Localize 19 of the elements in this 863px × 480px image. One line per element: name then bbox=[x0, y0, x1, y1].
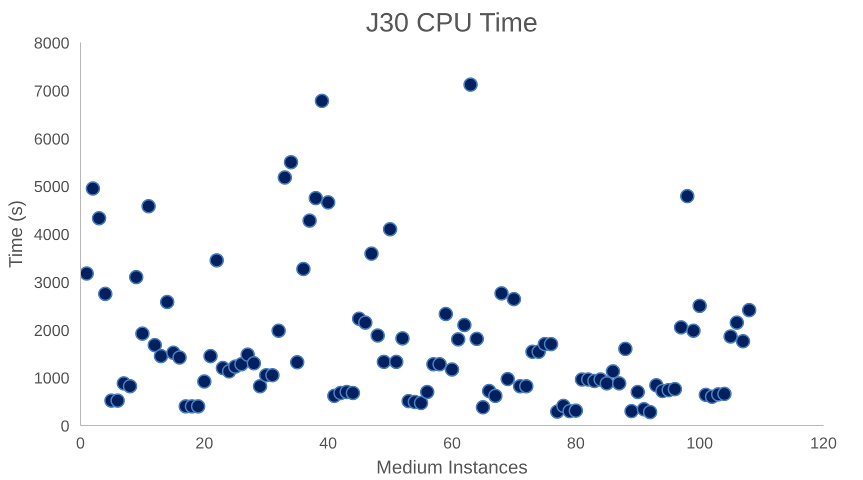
y-axis-title: Time (s) bbox=[4, 200, 26, 268]
x-tick-label: 40 bbox=[319, 436, 338, 452]
x-tick-label: 0 bbox=[76, 436, 86, 452]
x-tick-label: 60 bbox=[443, 436, 461, 452]
y-tick-label: 5000 bbox=[34, 179, 70, 196]
y-tick-label: 6000 bbox=[34, 131, 70, 148]
y-tick-label: 3000 bbox=[34, 274, 70, 292]
x-tick-label: 100 bbox=[686, 436, 714, 452]
y-tick-label: 0 bbox=[60, 418, 70, 436]
y-tick-label: 1000 bbox=[34, 370, 70, 388]
y-tick-label: 2000 bbox=[34, 322, 70, 340]
y-tick-label: 7000 bbox=[34, 83, 70, 100]
x-tick-label: 20 bbox=[195, 436, 214, 452]
x-tick-label: 80 bbox=[566, 436, 585, 452]
chart-title: J30 CPU Time bbox=[366, 8, 538, 38]
x-axis-title: Medium Instances bbox=[376, 456, 528, 478]
x-tick-label: 120 bbox=[810, 436, 837, 452]
y-tick-label: 8000 bbox=[34, 36, 70, 52]
y-tick-label: 4000 bbox=[34, 227, 70, 244]
